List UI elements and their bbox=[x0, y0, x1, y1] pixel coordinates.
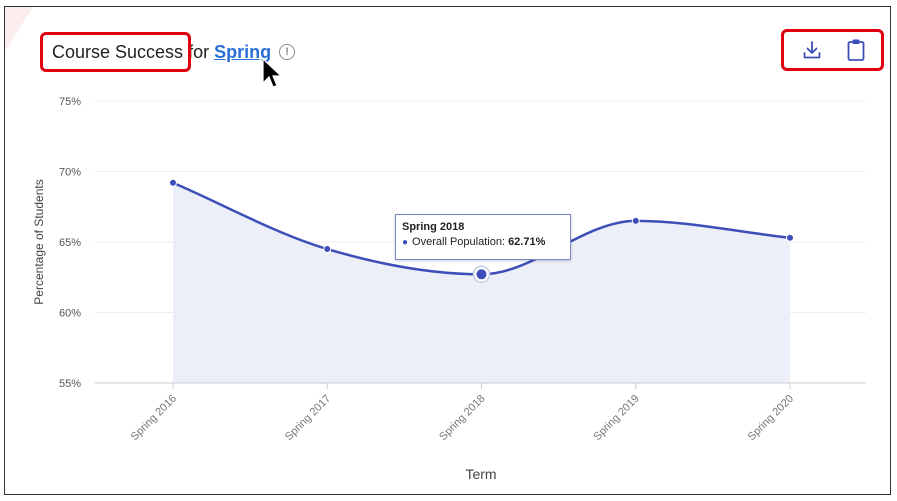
tooltip-title: Spring 2018 bbox=[402, 221, 465, 233]
tooltip-value: 62.71% bbox=[508, 236, 546, 248]
x-tick-label: Spring 2019 bbox=[591, 393, 641, 443]
x-tick-label: Spring 2018 bbox=[437, 393, 487, 443]
y-tick-label: 70% bbox=[59, 167, 81, 179]
y-tick-label: 65% bbox=[59, 237, 81, 249]
y-axis-title: Percentage of Students bbox=[32, 179, 46, 304]
x-tick-label: Spring 2016 bbox=[129, 393, 179, 443]
tooltip-series-dot: ● bbox=[402, 236, 409, 248]
data-point[interactable] bbox=[169, 178, 177, 187]
data-point[interactable] bbox=[323, 245, 332, 254]
data-point[interactable] bbox=[631, 216, 640, 225]
y-tick-label: 55% bbox=[59, 378, 81, 390]
x-tick-label: Spring 2020 bbox=[746, 393, 796, 443]
tooltip-series-label: Overall Population: bbox=[412, 236, 505, 248]
info-circle-icon[interactable]: ! bbox=[279, 44, 296, 60]
corner-decoration bbox=[5, 7, 33, 51]
download-button[interactable] bbox=[799, 37, 825, 63]
title-text: Course Success bbox=[52, 41, 184, 62]
chart-title: Course Success for Spring ! bbox=[52, 40, 296, 64]
term-link[interactable]: Spring bbox=[214, 41, 272, 62]
clipboard-button[interactable] bbox=[843, 37, 869, 63]
data-point[interactable] bbox=[786, 233, 794, 242]
download-icon bbox=[803, 41, 821, 59]
x-axis-title: Term bbox=[465, 466, 496, 482]
y-tick-label: 75% bbox=[59, 96, 81, 108]
title-connector: for bbox=[188, 41, 210, 62]
mouse-cursor-icon bbox=[262, 58, 282, 88]
data-point[interactable] bbox=[475, 268, 488, 281]
data-tooltip: Spring 2018 ● Overall Population: 62.71% bbox=[395, 214, 571, 260]
actions-highlight-box bbox=[781, 29, 884, 71]
title-highlight-box bbox=[40, 32, 191, 72]
x-tick-label: Spring 2017 bbox=[283, 393, 333, 443]
clipboard-icon bbox=[847, 39, 865, 61]
y-tick-label: 60% bbox=[59, 308, 81, 320]
